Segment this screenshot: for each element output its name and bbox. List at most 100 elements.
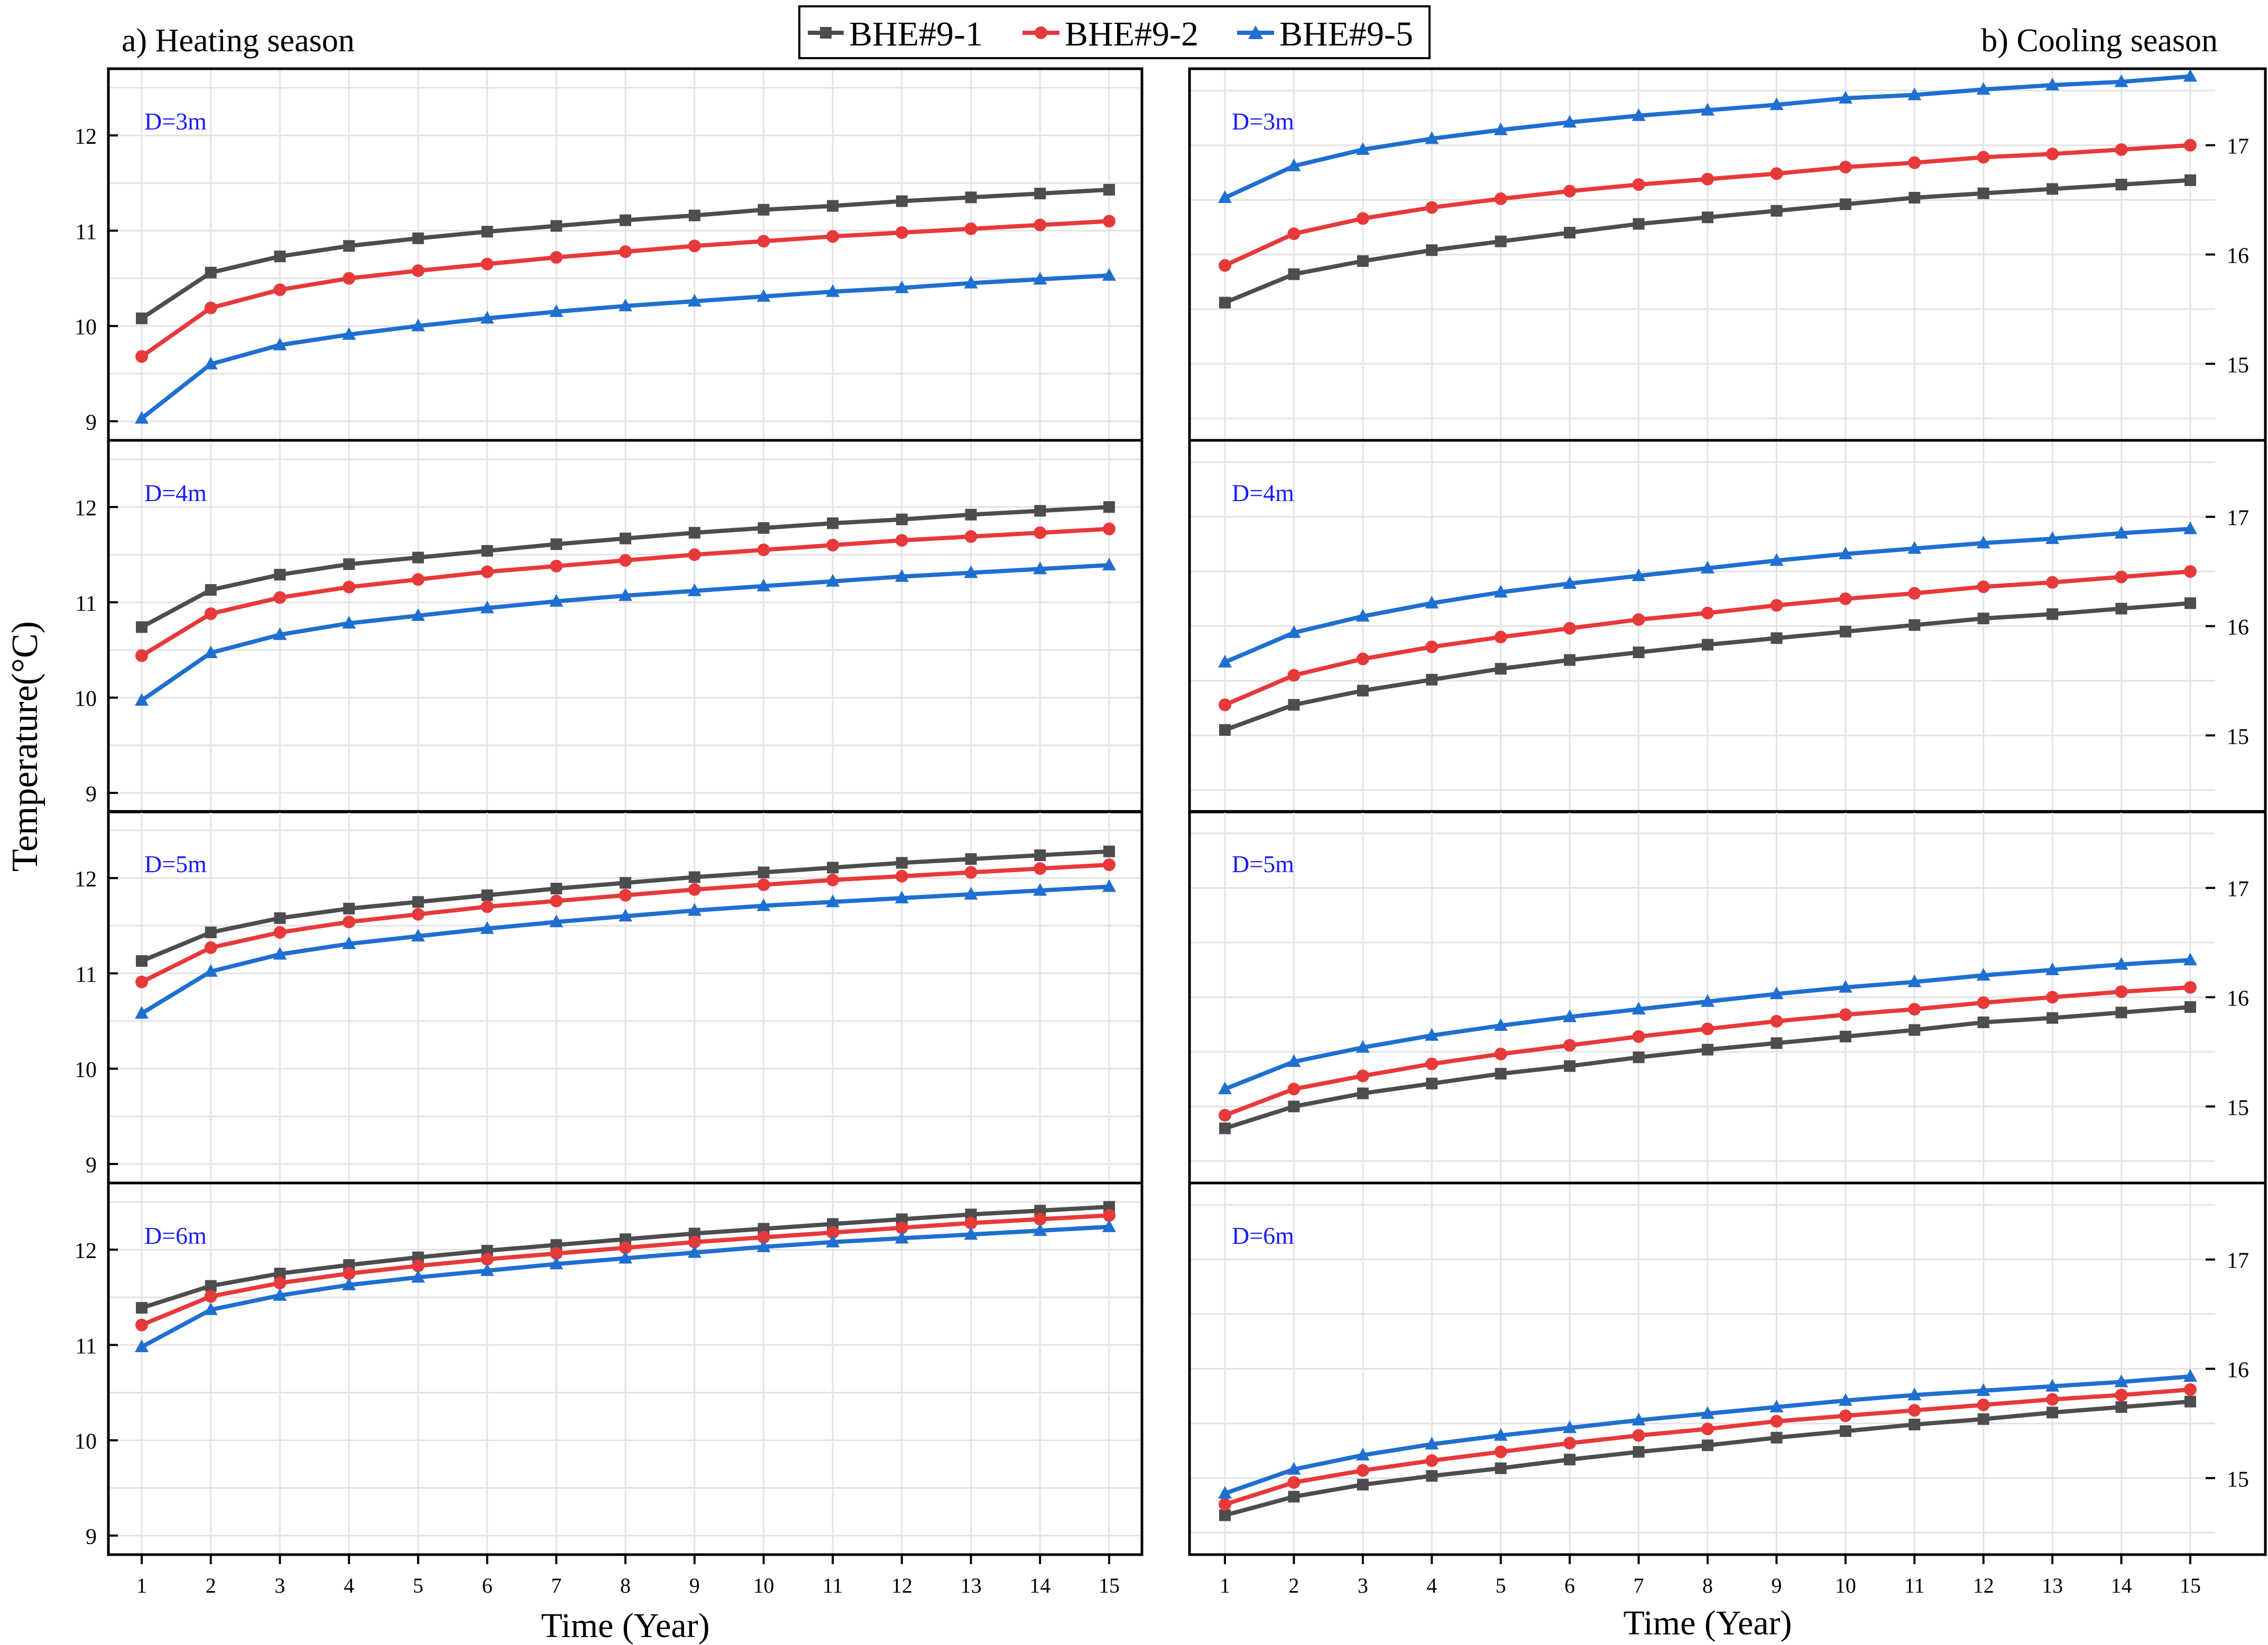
point-heating-d4m-bhe9-5 (480, 600, 494, 614)
point-cooling-d4m-bhe9-2 (2046, 576, 2059, 589)
point-cooling-d5m-bhe9-2 (1632, 1030, 1645, 1043)
point-heating-d5m-bhe9-2 (550, 894, 563, 908)
x-tick-label-cooling-d6m: 10 (1835, 1574, 1856, 1597)
point-cooling-d3m-bhe9-2 (1219, 259, 1231, 272)
point-heating-d3m-bhe9-1 (965, 191, 977, 204)
point-cooling-d4m-bhe9-1 (2184, 597, 2196, 609)
point-cooling-d5m-bhe9-5 (2045, 962, 2060, 975)
point-cooling-d6m-bhe9-2 (1632, 1429, 1645, 1442)
point-cooling-d3m-bhe9-5 (2045, 78, 2060, 91)
point-cooling-d4m-bhe9-5 (1287, 625, 1301, 638)
point-heating-d5m-bhe9-2 (204, 941, 217, 954)
point-heating-d6m-bhe9-5 (135, 1339, 149, 1353)
point-cooling-d6m-bhe9-1 (2046, 1407, 2059, 1419)
point-heating-d3m-bhe9-5 (480, 311, 494, 324)
point-cooling-d5m-bhe9-1 (2184, 1001, 2196, 1013)
point-cooling-d4m-bhe9-1 (1219, 724, 1231, 736)
point-heating-d6m-bhe9-2 (411, 1259, 425, 1272)
point-cooling-d5m-bhe9-5 (1218, 1082, 1232, 1095)
point-heating-d3m-bhe9-1 (1034, 188, 1046, 200)
point-cooling-d3m-bhe9-2 (1287, 227, 1301, 241)
point-cooling-d3m-bhe9-1 (1357, 255, 1369, 267)
point-heating-d5m-bhe9-1 (620, 877, 631, 889)
y-tick-label-heating-d3m: 12 (75, 125, 97, 149)
point-heating-d4m-bhe9-1 (274, 569, 286, 581)
point-heating-d4m-bhe9-5 (619, 588, 632, 601)
point-cooling-d3m-bhe9-2 (1563, 184, 1576, 198)
x-tick-label-cooling-d6m: 7 (1634, 1574, 1644, 1597)
panel-heating-d3m: 9 10 11 12 D=3m (75, 67, 1144, 442)
point-cooling-d4m-bhe9-2 (1977, 580, 1990, 594)
point-cooling-d4m-bhe9-5 (1701, 560, 1714, 574)
x-tick-label-heating-d6m: 6 (482, 1574, 493, 1597)
point-cooling-d5m-bhe9-5 (1838, 979, 1852, 993)
x-tick-label-heating-d6m: 3 (274, 1574, 285, 1597)
point-heating-d6m-bhe9-1 (550, 1239, 563, 1251)
point-heating-d5m-bhe9-5 (757, 898, 771, 911)
point-heating-d6m-bhe9-2 (619, 1241, 632, 1254)
point-cooling-d3m-bhe9-5 (1493, 122, 1508, 135)
point-cooling-d4m-bhe9-5 (1769, 553, 1784, 566)
point-cooling-d3m-bhe9-2 (2115, 143, 2128, 156)
point-cooling-d6m-bhe9-2 (2184, 1383, 2197, 1396)
y-tick-label-heating-d6m: 11 (76, 1334, 97, 1358)
point-cooling-d6m-bhe9-1 (1702, 1439, 1713, 1452)
legend: BHE#9-1 BHE#9-2 BHE#9-5 (798, 5, 1431, 59)
point-heating-d6m-bhe9-5 (826, 1234, 840, 1247)
point-cooling-d5m-bhe9-5 (1769, 986, 1784, 1000)
point-heating-d5m-bhe9-5 (1102, 879, 1116, 892)
point-cooling-d5m-bhe9-5 (1356, 1040, 1370, 1053)
y-tick-label-heating-d3m: 11 (76, 220, 97, 244)
point-heating-d3m-bhe9-2 (135, 350, 148, 363)
x-tick-label-cooling-d6m: 1 (1220, 1574, 1230, 1597)
point-heating-d4m-bhe9-5 (273, 627, 287, 640)
point-heating-d4m-bhe9-5 (895, 569, 909, 582)
point-heating-d3m-bhe9-1 (1103, 183, 1115, 196)
x-tick-label-cooling-d6m: 11 (1904, 1574, 1925, 1597)
point-cooling-d6m-bhe9-5 (1218, 1486, 1232, 1499)
point-cooling-d4m-bhe9-2 (1425, 640, 1439, 653)
point-heating-d5m-bhe9-2 (688, 883, 701, 896)
point-cooling-d4m-bhe9-5 (1493, 585, 1508, 598)
point-cooling-d5m-bhe9-5 (1907, 974, 1922, 987)
point-cooling-d3m-bhe9-2 (1701, 172, 1714, 186)
point-heating-d5m-bhe9-2 (964, 866, 978, 879)
point-heating-d3m-bhe9-5 (1102, 268, 1116, 281)
panel-heating-d5m: 9 10 11 12 D=5m (75, 810, 1144, 1185)
point-heating-d6m-bhe9-1 (620, 1233, 631, 1245)
point-cooling-d5m-bhe9-2 (2184, 981, 2197, 994)
point-cooling-d6m-bhe9-5 (2114, 1374, 2128, 1388)
point-heating-d3m-bhe9-5 (411, 318, 425, 331)
point-cooling-d3m-bhe9-1 (2184, 174, 2196, 186)
point-heating-d6m-bhe9-1 (136, 1302, 147, 1314)
point-cooling-d5m-bhe9-5 (2183, 953, 2197, 966)
point-heating-d3m-bhe9-5 (757, 289, 771, 302)
point-heating-d5m-bhe9-1 (550, 883, 563, 895)
point-heating-d4m-bhe9-1 (620, 532, 631, 544)
point-cooling-d3m-bhe9-5 (1563, 115, 1577, 128)
point-cooling-d3m-bhe9-5 (1769, 97, 1784, 110)
point-cooling-d4m-bhe9-1 (1977, 613, 1989, 625)
point-heating-d3m-bhe9-2 (550, 251, 563, 264)
y-tick-label-heating-d4m: 12 (75, 496, 97, 521)
point-cooling-d4m-bhe9-5 (1563, 576, 1577, 589)
x-tick-label-cooling-d6m: 3 (1358, 1574, 1368, 1597)
point-heating-d4m-bhe9-2 (964, 530, 978, 543)
point-cooling-d6m-bhe9-1 (1839, 1425, 1851, 1437)
point-cooling-d6m-bhe9-5 (1356, 1447, 1370, 1461)
point-cooling-d5m-bhe9-1 (1977, 1016, 1989, 1029)
point-heating-d3m-bhe9-2 (273, 283, 287, 297)
x-tick-label-heating-d6m: 15 (1099, 1574, 1120, 1597)
point-cooling-d5m-bhe9-2 (1701, 1022, 1714, 1036)
point-heating-d6m-bhe9-5 (757, 1239, 771, 1252)
point-cooling-d5m-bhe9-5 (2114, 957, 2128, 970)
point-heating-d5m-bhe9-1 (343, 902, 355, 914)
point-heating-d4m-bhe9-2 (204, 607, 217, 621)
point-heating-d6m-bhe9-2 (550, 1247, 563, 1260)
point-heating-d3m-bhe9-5 (619, 298, 632, 311)
point-cooling-d6m-bhe9-5 (1425, 1437, 1439, 1450)
point-heating-d4m-bhe9-2 (619, 554, 632, 567)
point-cooling-d3m-bhe9-5 (1907, 87, 1922, 100)
point-heating-d3m-bhe9-2 (964, 222, 978, 235)
